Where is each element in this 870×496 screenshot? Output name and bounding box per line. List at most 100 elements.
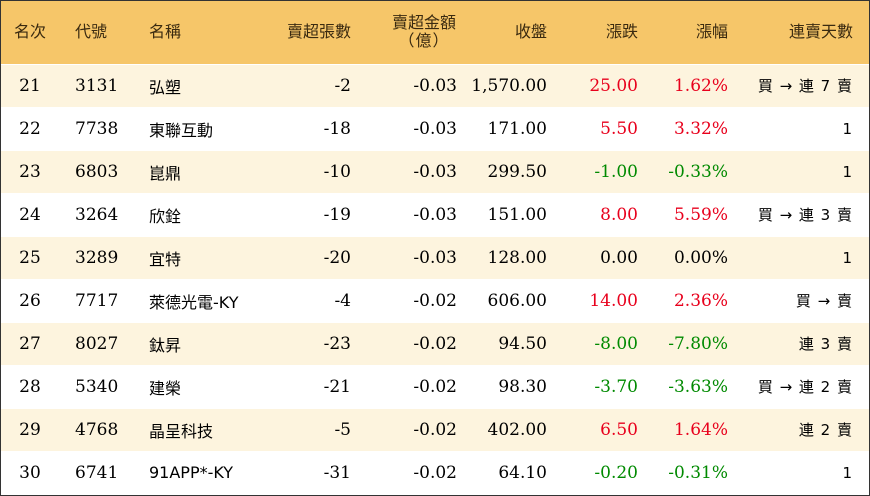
cell-net-sell-amount: -0.03 [413, 161, 457, 182]
cell-streak: 買 → 連 7 賣 [757, 77, 853, 95]
cell-net-sell-amount: -0.02 [413, 290, 457, 311]
cell-code: 8027 [75, 333, 119, 354]
table-row: 24 3264 欣銓 -19 -0.03 151.00 8.00 5.59% 買… [1, 193, 869, 236]
cell-code: 6803 [75, 161, 119, 182]
cell-net-sell-lots: -2 [334, 75, 351, 96]
cell-net-sell-lots: -10 [323, 161, 351, 182]
cell-change-pct: -0.31% [668, 462, 728, 483]
cell-code: 4768 [75, 419, 119, 440]
cell-streak: 1 [842, 248, 853, 267]
cell-change-pct: -7.80% [668, 333, 728, 354]
header-close: 收盤 [514, 22, 547, 42]
cell-close: 64.10 [498, 462, 547, 483]
cell-change-pct: 3.32% [673, 118, 728, 139]
cell-change: 0.00 [600, 247, 638, 268]
cell-streak: 連 3 賣 [798, 335, 853, 353]
cell-net-sell-lots: -5 [334, 419, 351, 440]
cell-name: 弘塑 [149, 77, 182, 97]
cell-change: -3.70 [594, 376, 638, 397]
cell-rank: 26 [19, 290, 41, 311]
table-row: 26 7717 萊德光電-KY -4 -0.02 606.00 14.00 2.… [1, 279, 869, 322]
table-row: 30 6741 91APP*-KY -31 -0.02 64.10 -0.20 … [1, 451, 869, 494]
header-change-pct: 漲幅 [695, 22, 728, 42]
cell-name: 晶呈科技 [149, 421, 214, 441]
cell-streak: 買 → 連 3 賣 [757, 206, 853, 224]
table-row: 21 3131 弘塑 -2 -0.03 1,570.00 25.00 1.62%… [1, 64, 869, 107]
cell-name: 宜特 [149, 249, 182, 269]
cell-rank: 28 [19, 376, 41, 397]
cell-code: 5340 [75, 376, 119, 397]
cell-net-sell-lots: -19 [323, 204, 351, 225]
cell-close: 1,570.00 [471, 75, 547, 96]
table-row: 29 4768 晶呈科技 -5 -0.02 402.00 6.50 1.64% … [1, 408, 869, 451]
cell-name: 91APP*-KY [149, 463, 234, 483]
cell-net-sell-amount: -0.03 [413, 75, 457, 96]
cell-close: 128.00 [487, 247, 547, 268]
cell-net-sell-lots: -18 [323, 118, 351, 139]
header-code: 代號 [75, 22, 108, 42]
cell-rank: 29 [19, 419, 41, 440]
cell-streak: 1 [842, 162, 853, 181]
cell-change: 6.50 [600, 419, 638, 440]
cell-streak: 買 → 連 2 賣 [757, 378, 853, 396]
cell-close: 299.50 [487, 161, 547, 182]
header-net-sell-amount-unit: （億） [398, 31, 450, 51]
cell-code: 3131 [75, 75, 119, 96]
cell-name: 崑鼎 [149, 163, 182, 183]
cell-rank: 22 [19, 118, 41, 139]
cell-streak: 連 2 賣 [798, 421, 853, 439]
cell-change: -1.00 [594, 161, 638, 182]
cell-streak: 1 [842, 119, 853, 138]
cell-name: 建榮 [149, 378, 182, 398]
cell-change-pct: 2.36% [673, 290, 728, 311]
cell-change: 14.00 [589, 290, 638, 311]
cell-change-pct: -3.63% [668, 376, 728, 397]
cell-code: 6741 [75, 462, 119, 483]
cell-rank: 24 [19, 204, 41, 225]
cell-change: -8.00 [594, 333, 638, 354]
table-body: 21 3131 弘塑 -2 -0.03 1,570.00 25.00 1.62%… [1, 64, 869, 494]
table-row: 22 7738 東聯互動 -18 -0.03 171.00 5.50 3.32%… [1, 107, 869, 150]
cell-close: 151.00 [487, 204, 547, 225]
cell-net-sell-amount: -0.02 [413, 419, 457, 440]
cell-change: 8.00 [600, 204, 638, 225]
cell-net-sell-lots: -21 [323, 376, 351, 397]
cell-streak: 1 [842, 463, 853, 482]
cell-net-sell-lots: -23 [323, 333, 351, 354]
cell-name: 萊德光電-KY [149, 292, 239, 312]
header-rank: 名次 [13, 22, 46, 42]
cell-change-pct: 5.59% [673, 204, 728, 225]
cell-net-sell-amount: -0.02 [413, 333, 457, 354]
cell-close: 171.00 [487, 118, 547, 139]
cell-code: 7738 [75, 118, 119, 139]
table-row: 23 6803 崑鼎 -10 -0.03 299.50 -1.00 -0.33%… [1, 150, 869, 193]
cell-rank: 23 [19, 161, 41, 182]
table-header-row: 名次 代號 名稱 賣超張數 賣超金額 （億） 收盤 漲跌 漲幅 連賣天數 [1, 1, 869, 64]
cell-close: 98.30 [498, 376, 547, 397]
cell-net-sell-amount: -0.03 [413, 204, 457, 225]
cell-rank: 27 [19, 333, 41, 354]
cell-net-sell-amount: -0.03 [413, 247, 457, 268]
header-net-sell-lots: 賣超張數 [286, 22, 351, 42]
cell-change-pct: 1.64% [673, 419, 728, 440]
cell-change: 5.50 [600, 118, 638, 139]
cell-code: 3289 [75, 247, 119, 268]
cell-code: 7717 [75, 290, 119, 311]
cell-change-pct: 1.62% [673, 75, 728, 96]
cell-rank: 25 [19, 247, 41, 268]
cell-net-sell-amount: -0.02 [413, 462, 457, 483]
header-streak: 連賣天數 [788, 22, 853, 42]
cell-change: -0.20 [594, 462, 638, 483]
cell-rank: 30 [19, 462, 41, 483]
header-name: 名稱 [149, 22, 182, 42]
cell-close: 402.00 [487, 419, 547, 440]
header-net-sell-amount: 賣超金額 （億） [361, 1, 467, 64]
table-row: 25 3289 宜特 -20 -0.03 128.00 0.00 0.00% 1 [1, 236, 869, 279]
cell-name: 東聯互動 [149, 120, 214, 140]
cell-net-sell-lots: -31 [323, 462, 351, 483]
cell-change-pct: -0.33% [668, 161, 728, 182]
header-change: 漲跌 [605, 22, 638, 42]
cell-net-sell-amount: -0.02 [413, 376, 457, 397]
